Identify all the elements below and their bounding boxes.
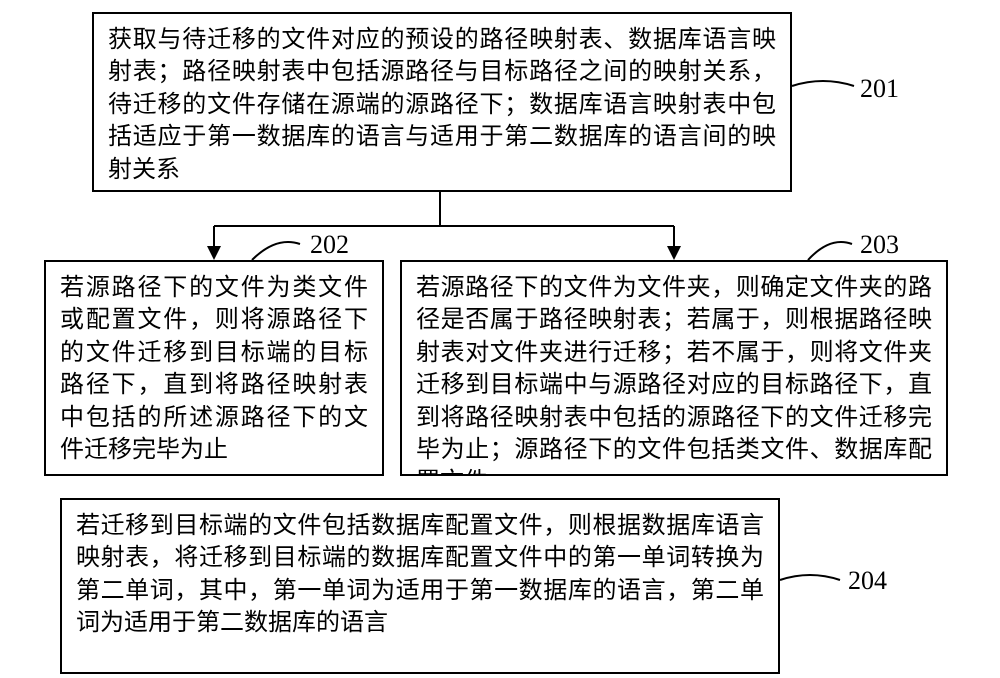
connectors-svg [0, 0, 1000, 678]
flowchart-canvas: 获取与待迁移的文件对应的预设的路径映射表、数据库语言映射表；路径映射表中包括源路… [0, 0, 1000, 678]
